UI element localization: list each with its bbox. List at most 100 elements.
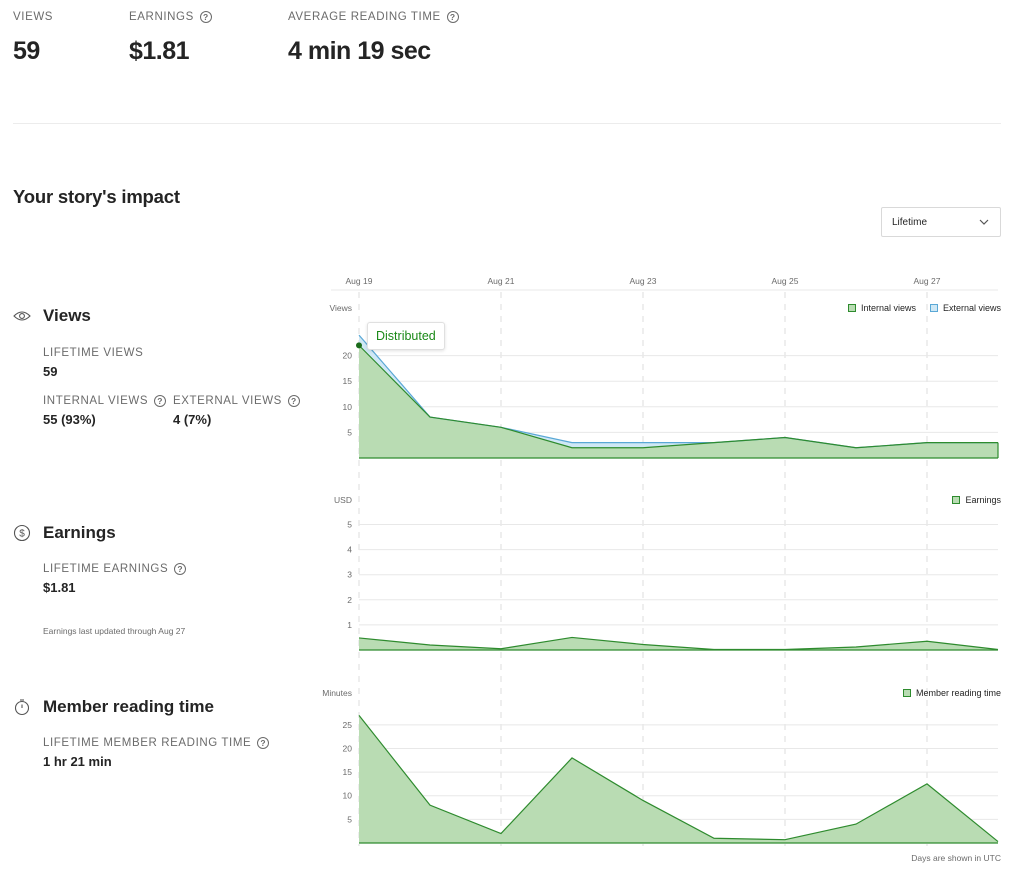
svg-text:$: $ — [19, 529, 25, 540]
y-axis-label: Views — [329, 303, 352, 313]
eye-icon — [13, 307, 31, 325]
lifetime-reading: LIFETIME MEMBER READING TIME ? 1 hr 21 m… — [43, 737, 270, 769]
lifetime-reading-label-row: LIFETIME MEMBER READING TIME ? — [43, 737, 270, 749]
series-line — [358, 636, 999, 651]
earnings-note: Earnings last updated through Aug 27 — [43, 626, 186, 636]
help-icon[interactable]: ? — [287, 395, 300, 407]
stopwatch-icon — [13, 698, 31, 716]
series-area — [359, 715, 998, 843]
help-icon[interactable]: ? — [446, 11, 459, 23]
divider — [13, 123, 1001, 124]
x-tick-label: Aug 25 — [772, 276, 799, 286]
y-axis-label: USD — [334, 495, 352, 505]
series-area — [359, 637, 998, 650]
legend-item[interactable]: External views — [929, 303, 1001, 313]
range-select-value: Lifetime — [892, 216, 928, 228]
series-external-line — [358, 334, 998, 449]
x-tick-label: Aug 23 — [630, 276, 657, 286]
lifetime-earnings-value: $1.81 — [43, 580, 76, 595]
y-tick-label: 15 — [343, 767, 353, 777]
lifetime-earnings-label: LIFETIME EARNINGS — [43, 563, 169, 575]
y-tick-label: 5 — [347, 427, 352, 437]
lifetime-earnings-label-row: LIFETIME EARNINGS ? — [43, 563, 187, 575]
legend-label: Earnings — [965, 495, 1001, 505]
y-tick-label: 5 — [347, 520, 352, 530]
series-internal-area — [359, 345, 998, 458]
legend-item[interactable]: Earnings — [952, 495, 1001, 505]
utc-footnote: Days are shown in UTC — [911, 853, 1001, 863]
legend-label: Member reading time — [915, 688, 1001, 698]
legend-label: Internal views — [860, 303, 916, 313]
y-tick-label: 20 — [343, 351, 353, 361]
help-icon[interactable]: ? — [199, 11, 212, 23]
reading-metric: Member reading time — [13, 697, 214, 717]
lifetime-reading-label: LIFETIME MEMBER READING TIME — [43, 737, 252, 749]
lifetime-views: LIFETIME VIEWS 59 — [43, 347, 143, 379]
internal-views-label: INTERNAL VIEWS — [43, 395, 149, 407]
dollar-coin-icon: $ — [13, 524, 31, 542]
earnings-stat-label-row: EARNINGS ? — [129, 10, 212, 24]
earnings-stat-value: $1.81 — [129, 37, 190, 65]
help-icon[interactable]: ? — [257, 737, 270, 749]
external-views: EXTERNAL VIEWS ? 4 (7%) — [173, 395, 300, 427]
earnings-stat: EARNINGS ? $1.81 — [129, 10, 212, 66]
x-tick-label: Aug 27 — [914, 276, 941, 286]
y-tick-label: 3 — [347, 570, 352, 580]
legend-item[interactable]: Member reading time — [902, 688, 1001, 698]
external-views-value: 4 (7%) — [173, 412, 212, 427]
internal-views-label-row: INTERNAL VIEWS ? — [43, 395, 167, 407]
reading-stat-label: AVERAGE READING TIME — [288, 11, 441, 23]
y-tick-label: 10 — [343, 402, 353, 412]
x-tick-label: Aug 19 — [346, 276, 373, 286]
section-title: Your story's impact — [13, 186, 180, 207]
series-internal-line — [358, 344, 998, 449]
distributed-marker — [356, 342, 362, 349]
earnings-metric-title: Earnings — [43, 523, 116, 542]
lifetime-reading-value: 1 hr 21 min — [43, 754, 112, 769]
y-tick-label: 5 — [347, 814, 352, 824]
reading-stat-value: 4 min 19 sec — [288, 37, 431, 65]
legend-swatch — [952, 496, 961, 504]
lifetime-earnings: LIFETIME EARNINGS ? $1.81 — [43, 563, 187, 595]
y-axis-label: Minutes — [322, 688, 352, 698]
range-select[interactable]: Lifetime — [881, 207, 1001, 237]
help-icon[interactable]: ? — [154, 395, 167, 407]
legend-swatch — [929, 304, 938, 312]
lifetime-views-label: LIFETIME VIEWS — [43, 347, 144, 359]
x-tick-label: Aug 21 — [488, 276, 515, 286]
external-views-label: EXTERNAL VIEWS — [173, 395, 282, 407]
legend-swatch — [847, 304, 856, 312]
views-stat-label: VIEWS — [13, 11, 54, 23]
reading-stat: AVERAGE READING TIME ? 4 min 19 sec — [288, 10, 459, 66]
series-external-area — [359, 335, 998, 458]
views-stat: VIEWS 59 — [13, 10, 53, 66]
earnings-legend: Earnings — [952, 495, 1001, 505]
y-tick-label: 10 — [343, 791, 353, 801]
internal-views: INTERNAL VIEWS ? 55 (93%) — [43, 395, 167, 427]
views-metric-title: Views — [43, 306, 91, 325]
y-tick-label: 20 — [343, 743, 353, 753]
y-tick-label: 4 — [347, 545, 352, 555]
earnings-metric: $ Earnings — [13, 523, 116, 543]
legend-label: External views — [942, 303, 1001, 313]
help-icon[interactable]: ? — [174, 563, 187, 575]
views-stat-value: 59 — [13, 37, 40, 65]
internal-views-value: 55 (93%) — [43, 412, 96, 427]
y-tick-label: 2 — [347, 595, 352, 605]
series-line — [358, 714, 999, 843]
external-views-label-row: EXTERNAL VIEWS ? — [173, 395, 300, 407]
y-tick-label: 25 — [343, 720, 353, 730]
views-metric: Views — [13, 306, 91, 326]
views-legend: Internal views External views — [847, 303, 1001, 313]
earnings-stat-label: EARNINGS — [129, 11, 194, 23]
reading-legend: Member reading time — [902, 688, 1001, 698]
y-tick-label: 1 — [347, 620, 352, 630]
reading-metric-title: Member reading time — [43, 697, 214, 716]
distributed-tooltip: Distributed — [367, 322, 445, 350]
y-tick-label: 15 — [343, 376, 353, 386]
lifetime-views-value: 59 — [43, 364, 58, 379]
chevron-down-icon — [979, 219, 989, 225]
reading-stat-label-row: AVERAGE READING TIME ? — [288, 10, 459, 24]
legend-item[interactable]: Internal views — [847, 303, 916, 313]
legend-swatch — [902, 689, 911, 697]
